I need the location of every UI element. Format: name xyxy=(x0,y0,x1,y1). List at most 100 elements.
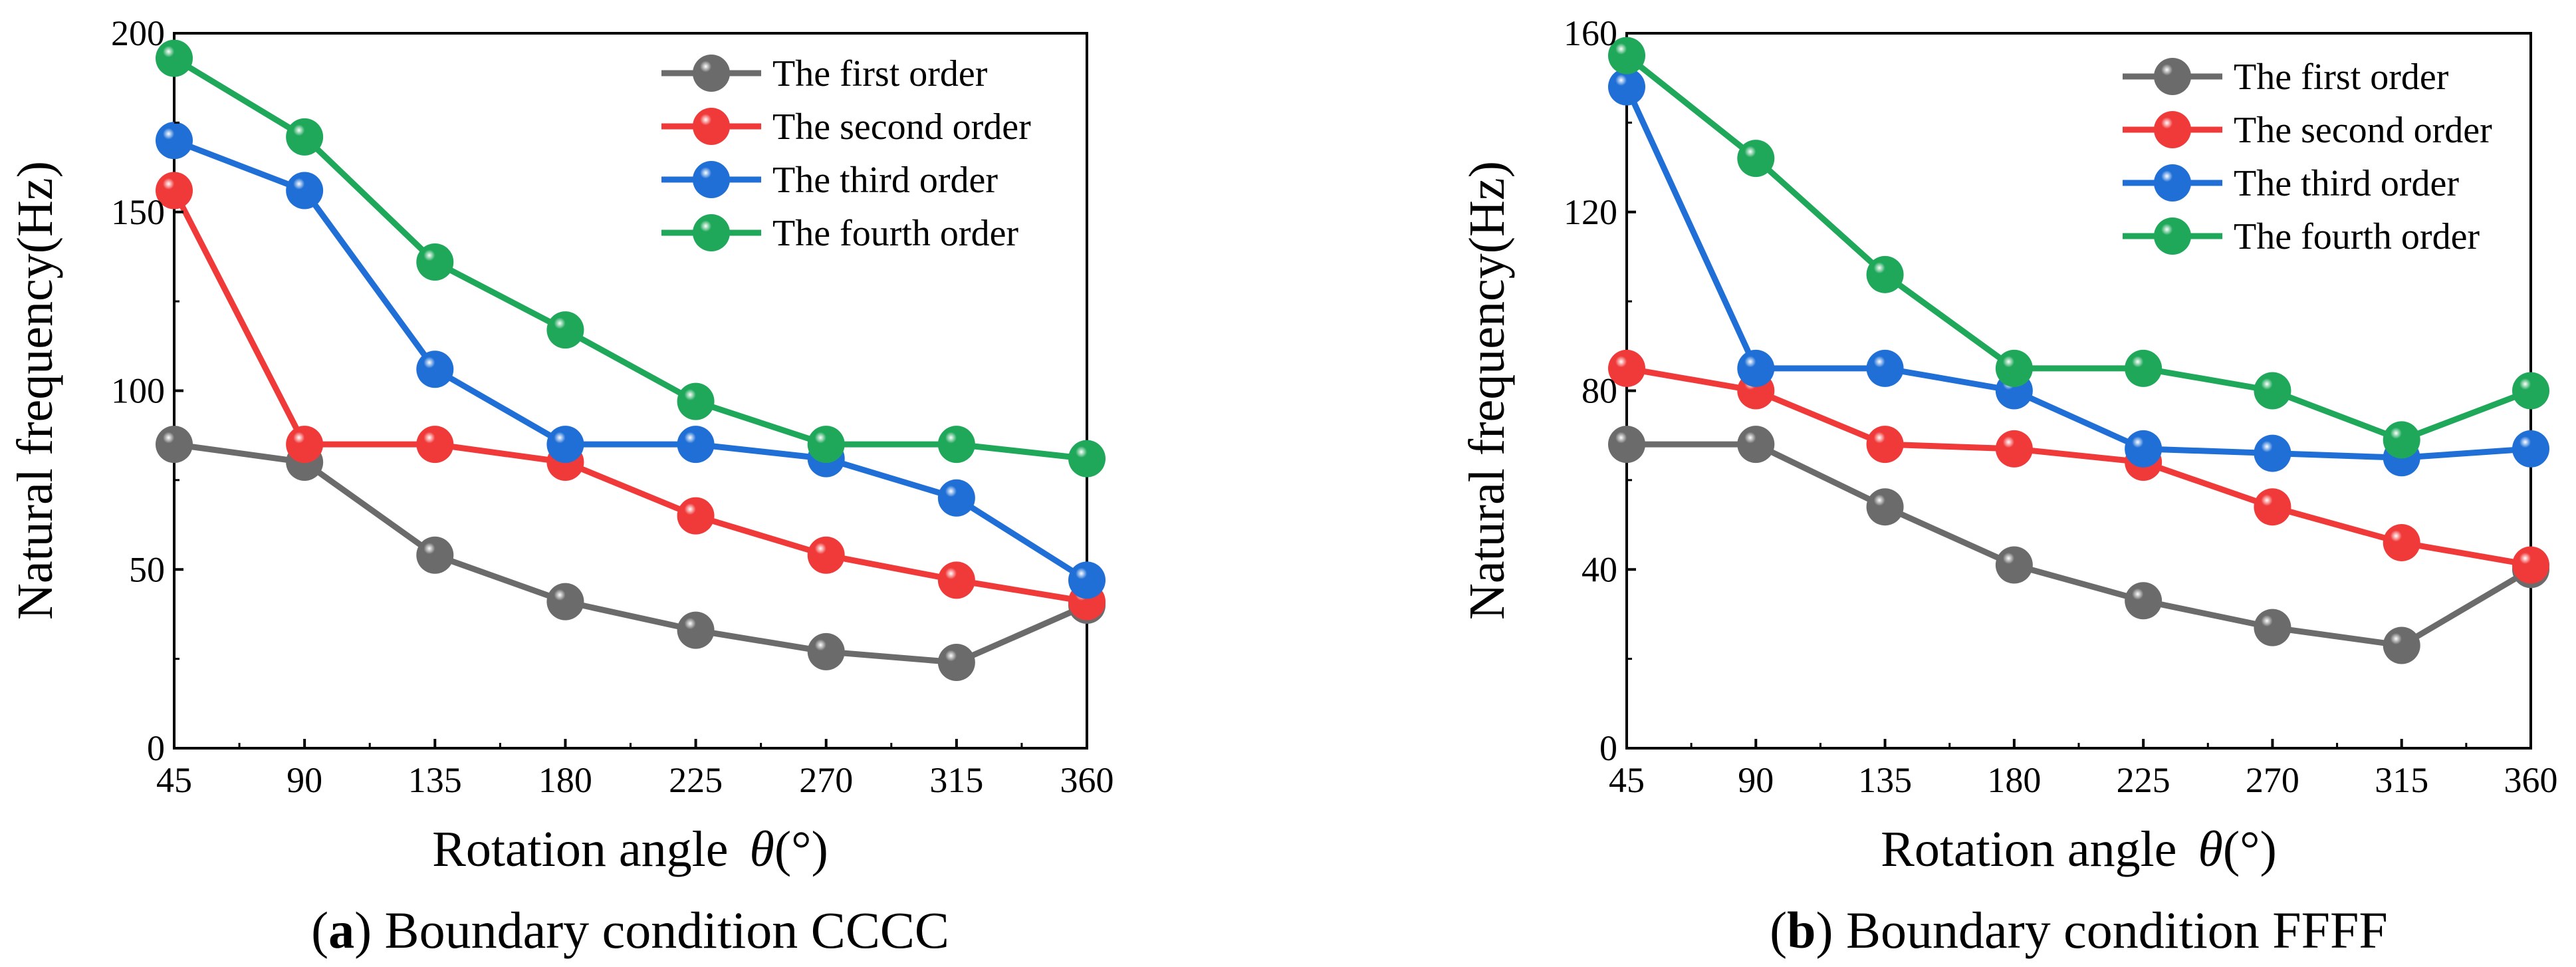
data-point xyxy=(1995,349,2033,387)
data-point xyxy=(1608,426,1645,464)
data-point xyxy=(416,350,454,388)
series-the-second-order xyxy=(1608,349,2549,584)
x-tick-label: 315 xyxy=(2375,760,2428,800)
data-point xyxy=(546,311,584,349)
data-point xyxy=(2512,372,2549,410)
legend-marker xyxy=(693,214,730,251)
data-point xyxy=(677,426,715,464)
data-point xyxy=(156,172,193,209)
x-ticks: 45 90 135 180 225 270 315 360 xyxy=(1609,739,2558,800)
data-point xyxy=(286,118,324,156)
x-tick-label: 180 xyxy=(538,760,592,800)
legend: The first order The second order The third… xyxy=(2123,57,2492,257)
data-point xyxy=(2383,421,2420,459)
caption-text: Boundary condition FFFF xyxy=(1846,901,2388,959)
legend-item: The fourth order xyxy=(2123,216,2480,257)
x-tick-label: 315 xyxy=(929,760,983,800)
series-the-third-order xyxy=(1608,68,2549,477)
legend-label: The third order xyxy=(772,160,998,201)
series-line xyxy=(1626,365,2531,568)
data-point xyxy=(286,172,324,209)
data-point xyxy=(2254,609,2291,646)
data-point xyxy=(416,243,454,281)
caption-letter: b xyxy=(1787,901,1815,959)
legend-label: The third order xyxy=(2234,163,2459,204)
data-point xyxy=(156,426,193,464)
x-axis-label-symbol: θ xyxy=(2198,821,2223,877)
legend-marker xyxy=(693,161,730,198)
x-tick-label: 45 xyxy=(1609,760,1645,800)
series-the-third-order xyxy=(156,122,1106,599)
series-the-fourth-order xyxy=(156,39,1106,478)
y-tick-label: 150 xyxy=(111,192,165,232)
legend-label: The fourth order xyxy=(772,213,1018,254)
y-tick-label: 160 xyxy=(1564,13,1617,53)
data-point xyxy=(2254,488,2291,526)
data-point xyxy=(156,122,193,160)
data-point xyxy=(677,611,715,649)
data-point xyxy=(1608,37,1645,74)
data-point xyxy=(937,561,975,599)
x-axis-label: Rotation angle θ(°) xyxy=(1881,821,2277,877)
legend-item: The fourth order xyxy=(661,213,1018,254)
data-point xyxy=(416,426,454,464)
series-line xyxy=(174,441,1088,666)
data-point xyxy=(2254,372,2291,410)
chart-panel-a: 0 50 100 150 200 45 90 135 180 225 270 315 360 Natu… xyxy=(7,13,1114,959)
x-axis-label: Rotation angle θ(°) xyxy=(432,821,828,877)
legend-item: The second order xyxy=(2123,110,2492,151)
series-line xyxy=(1625,53,2532,443)
legend-item: The first order xyxy=(2123,57,2449,98)
legend-item: The second order xyxy=(661,106,1031,148)
legend-marker xyxy=(2154,58,2191,95)
data-point xyxy=(807,426,845,464)
caption-letter: a xyxy=(328,901,354,959)
data-point xyxy=(937,644,975,681)
x-axis-label-text: Rotation angle xyxy=(432,821,728,877)
y-tick-label: 50 xyxy=(129,549,165,589)
caption-text: Boundary condition CCCC xyxy=(385,901,949,959)
data-point xyxy=(677,382,715,420)
x-tick-label: 45 xyxy=(156,760,192,800)
x-tick-label: 180 xyxy=(1987,760,2041,800)
data-point xyxy=(1608,349,1645,387)
legend-label: The first order xyxy=(772,53,988,94)
x-tick-label: 270 xyxy=(799,760,853,800)
legend: The first order The second order The third… xyxy=(661,53,1031,254)
y-tick-label: 100 xyxy=(111,371,165,411)
data-point xyxy=(807,536,845,574)
x-tick-label: 135 xyxy=(408,760,462,800)
data-point xyxy=(2254,434,2291,472)
data-point xyxy=(677,497,715,535)
data-point xyxy=(937,479,975,517)
legend-label: The second order xyxy=(2234,110,2492,151)
panel-caption: (b) Boundary condition FFFF xyxy=(1770,901,2388,959)
series-layer xyxy=(1608,37,2549,664)
series-line xyxy=(172,55,1088,462)
data-point xyxy=(546,426,584,464)
legend-marker xyxy=(2154,111,2191,148)
data-point xyxy=(2125,430,2163,468)
y-tick-label: 40 xyxy=(1581,549,1617,589)
series-line xyxy=(1623,85,2531,461)
x-tick-label: 90 xyxy=(1738,760,1774,800)
data-point xyxy=(1866,426,1904,464)
data-point xyxy=(416,536,454,574)
data-point xyxy=(1737,349,1775,387)
data-point xyxy=(1995,430,2033,468)
data-point xyxy=(2512,546,2549,584)
chart-panel-b: 0 40 80 120 160 45 90 135 180 225 270 315 360 Natur… xyxy=(1459,13,2558,959)
x-ticks: 45 90 135 180 225 270 315 360 xyxy=(156,739,1114,800)
data-point xyxy=(1995,546,2033,584)
legend-marker xyxy=(2154,217,2191,255)
data-point xyxy=(1737,426,1775,464)
data-point xyxy=(1068,561,1106,599)
legend-marker xyxy=(693,55,730,92)
y-tick-label: 200 xyxy=(111,13,165,53)
data-point xyxy=(1866,255,1904,293)
data-point xyxy=(546,583,584,621)
data-point xyxy=(1866,349,1904,387)
data-point xyxy=(156,39,193,77)
panel-caption: (a) Boundary condition CCCC xyxy=(311,901,949,959)
